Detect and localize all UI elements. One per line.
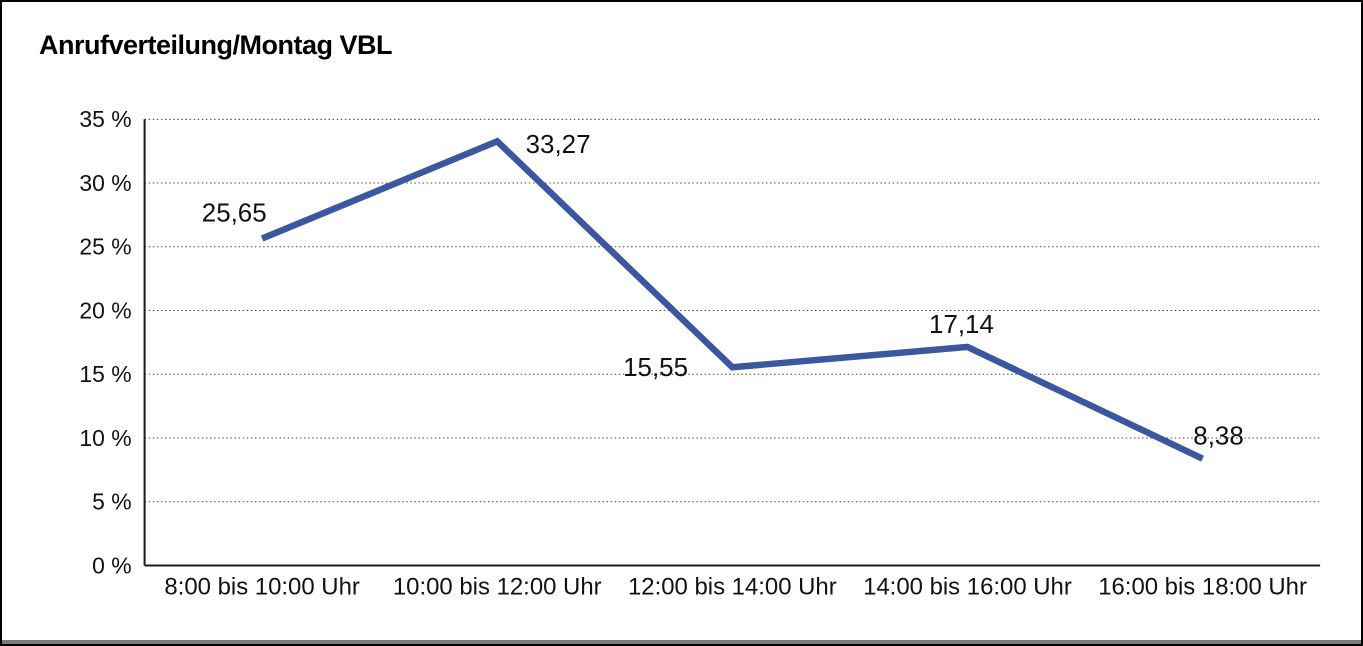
chart-title: Anrufverteilung/Montag VBL (39, 30, 393, 60)
value-label: 15,55 (623, 354, 688, 382)
y-axis-tick-label: 0 % (92, 552, 131, 578)
data-series-line (260, 137, 1204, 462)
x-axis-tick-label: 16:00 bis 18:00 Uhr (1098, 573, 1307, 600)
y-axis-tick-label: 20 % (79, 297, 131, 323)
value-label: 25,65 (202, 199, 267, 227)
x-axis-tick-label: 8:00 bis 10:00 Uhr (164, 573, 359, 600)
y-axis-tick-label: 30 % (79, 170, 131, 196)
value-label: 17,14 (929, 311, 994, 339)
y-axis-tick-label: 5 % (92, 489, 131, 515)
y-axis-tick-label: 25 % (79, 234, 131, 260)
x-axis-tick-label: 12:00 bis 14:00 Uhr (628, 573, 837, 600)
y-axis-tick-label: 10 % (79, 425, 131, 451)
value-label: 8,38 (1193, 423, 1243, 451)
y-axis-tick-label: 15 % (79, 361, 131, 387)
x-axis-tick-label: 14:00 bis 16:00 Uhr (863, 573, 1072, 600)
panel-bottom-edge (2, 640, 1361, 644)
x-axis-tick-label: 10:00 bis 12:00 Uhr (393, 573, 602, 600)
value-label: 33,27 (526, 131, 591, 159)
y-axis-tick-label: 35 % (79, 106, 131, 132)
